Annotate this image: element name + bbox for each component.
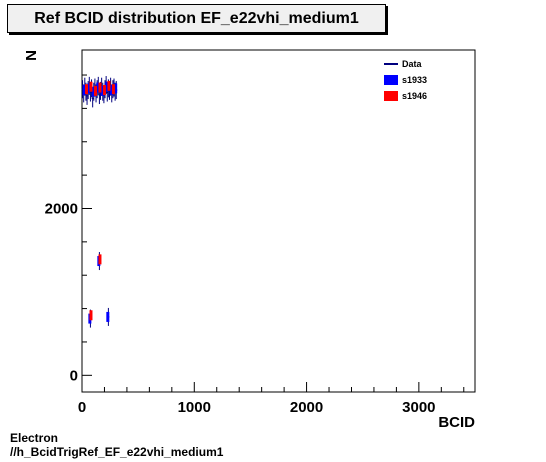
x-tick-label: 1000 bbox=[178, 399, 211, 416]
s1933-point bbox=[91, 86, 95, 97]
s1933-point bbox=[106, 311, 110, 322]
s1946-point bbox=[107, 80, 111, 91]
x-tick-label: 2000 bbox=[290, 399, 323, 416]
legend-s1933-swatch bbox=[384, 75, 398, 85]
s1933-point bbox=[109, 85, 113, 96]
s1933-point bbox=[114, 83, 118, 94]
y-tick-label: 2000 bbox=[45, 200, 78, 217]
legend-s1946-swatch bbox=[384, 91, 398, 101]
s1946-point bbox=[89, 81, 93, 92]
title-box: Ref BCID distribution EF_e22vhi_medium1 bbox=[7, 4, 386, 33]
legend-entry-label: Data bbox=[402, 59, 423, 69]
plot-frame bbox=[81, 49, 476, 393]
x-tick-label: 3000 bbox=[402, 399, 435, 416]
chart-title: Ref BCID distribution EF_e22vhi_medium1 bbox=[34, 10, 359, 27]
s1933-point bbox=[87, 83, 91, 94]
footer-histogram-path: //h_BcidTrigRef_EF_e22vhi_medium1 bbox=[10, 445, 224, 459]
y-tick-label: 0 bbox=[70, 367, 78, 384]
s1946-point bbox=[84, 84, 88, 95]
s1946-point bbox=[102, 85, 106, 96]
legend-entry-label: s1946 bbox=[402, 91, 427, 101]
s1933-point bbox=[100, 85, 104, 96]
s1946-point bbox=[89, 310, 93, 321]
s1933-point bbox=[105, 81, 109, 92]
y-axis-label: N bbox=[23, 50, 40, 61]
s1946-point bbox=[93, 85, 97, 96]
s1946-point bbox=[111, 84, 115, 95]
footer-category: Electron bbox=[10, 431, 59, 445]
x-tick-label: 0 bbox=[78, 399, 86, 416]
x-axis-label: BCID bbox=[438, 414, 475, 431]
s1933-point bbox=[96, 82, 100, 93]
legend-entry-label: s1933 bbox=[402, 75, 427, 85]
s1946-point bbox=[98, 254, 102, 265]
s1946-point bbox=[98, 82, 102, 93]
s1933-point bbox=[82, 85, 86, 96]
